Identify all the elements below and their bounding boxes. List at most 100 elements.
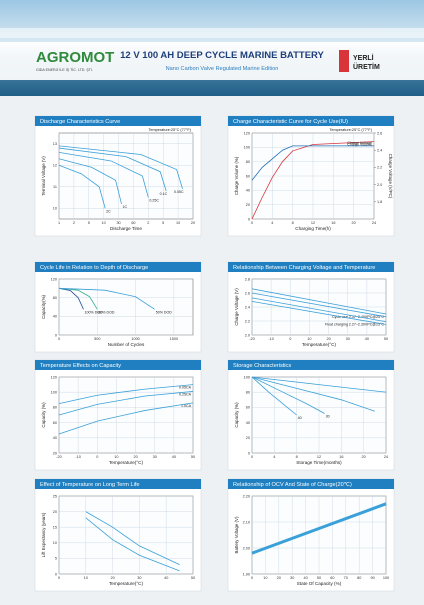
series-line xyxy=(251,292,387,318)
x-axis-label: Temperature(°C) xyxy=(302,342,336,347)
series-label: 0.05C xyxy=(174,190,184,194)
x-tick-label: 10 xyxy=(176,221,180,225)
series-label: 1.0CA xyxy=(181,404,192,408)
badge-bottom: ÜRETİM xyxy=(353,62,380,71)
y-tick-label: 100 xyxy=(51,391,57,395)
x-tick-label: 10 xyxy=(102,221,106,225)
series-label: 80% DOD xyxy=(98,310,115,314)
y-tick-label: 60 xyxy=(246,174,250,178)
x-tick-label: 40 xyxy=(365,337,369,341)
x-tick-label: 20 xyxy=(133,455,137,459)
panel-title: Relationship Between Charging Voltage an… xyxy=(233,265,375,271)
x-tick-label: 30 xyxy=(116,221,120,225)
series-line xyxy=(58,145,183,190)
y-tick-label: 40 xyxy=(246,421,250,425)
x-tick-label: 40 xyxy=(303,576,307,580)
series-line xyxy=(251,288,387,315)
y-tick-label: 15 xyxy=(53,526,57,530)
y-tick-label: 120 xyxy=(51,277,57,281)
x-tick-label: 0 xyxy=(251,221,253,225)
y-axis-label: Capacity (%) xyxy=(234,402,239,428)
plot-area xyxy=(58,495,194,575)
y-tick-label: 11 xyxy=(53,185,57,189)
x-tick-label: -10 xyxy=(268,337,274,341)
panel-title-bar xyxy=(228,479,394,489)
series-line xyxy=(251,376,375,412)
x-tick-label: 90 xyxy=(370,576,374,580)
x-tick-label: 1 xyxy=(58,221,60,225)
x-axis-label: Number of Cycles xyxy=(108,342,145,347)
series-label: Float charging 2.27~2.30VPC@25°C xyxy=(325,323,384,327)
series-line xyxy=(58,391,194,416)
series-line xyxy=(58,287,98,310)
y-tick-label: 40 xyxy=(53,436,57,440)
badge-top: YERLİ xyxy=(353,54,374,62)
series-label: Charge Voltage xyxy=(347,141,372,145)
series-line xyxy=(85,511,180,566)
y-tick-label: 2.10 xyxy=(243,520,250,524)
y-tick-label: 20 xyxy=(53,510,57,514)
x-tick-label: 0 xyxy=(251,576,253,580)
x-tick-label: 4 xyxy=(271,221,273,225)
y-tick-label: 60 xyxy=(246,406,250,410)
y-axis-label: Lift Expectancy (years) xyxy=(41,512,46,557)
x-tick-label: 10 xyxy=(84,576,88,580)
x-tick-label: 10 xyxy=(307,337,311,341)
x-tick-label: 80 xyxy=(357,576,361,580)
header-band xyxy=(0,42,424,80)
x-tick-label: 2 xyxy=(147,221,149,225)
x-tick-label: 60 xyxy=(131,221,135,225)
x-tick-label: 50 xyxy=(317,576,321,580)
x-axis-label: Charging Time(h) xyxy=(295,226,331,231)
series-line xyxy=(251,297,387,323)
y-tick-label: 100 xyxy=(244,375,250,379)
x-tick-label: 30 xyxy=(290,576,294,580)
x-tick-label: 5 xyxy=(88,221,90,225)
x-tick-label: 20 xyxy=(352,221,356,225)
x-tick-label: 100 xyxy=(383,576,389,580)
boats xyxy=(0,28,424,38)
panel-title: Effect of Temperature on Long Term Life xyxy=(40,482,140,488)
panel-title: Discharge Characteristics Curve xyxy=(40,119,120,125)
x-tick-label: 50 xyxy=(191,576,195,580)
x-tick-label: -10 xyxy=(75,455,81,459)
x-tick-label: 70 xyxy=(344,576,348,580)
y-axis-label: Capacity(%) xyxy=(41,295,46,319)
y-tick-label: 1.90 xyxy=(243,572,250,576)
x-tick-label: 30 xyxy=(346,337,350,341)
series-line xyxy=(58,151,149,198)
y-axis-label: Charge Voltage (V) xyxy=(234,288,239,326)
y2-tick-label: 2.4 xyxy=(377,149,382,153)
y-tick-label: 20 xyxy=(246,436,250,440)
series-label: 100% DOD xyxy=(85,310,104,314)
x-tick-label: 24 xyxy=(384,455,388,459)
x-tick-label: 40 xyxy=(172,455,176,459)
y-tick-label: 2.20 xyxy=(243,494,250,498)
series-label: 1C xyxy=(123,205,128,209)
x-axis-label: Storage Time(months) xyxy=(296,460,342,465)
x-tick-label: 40 xyxy=(164,576,168,580)
x-tick-label: 50 xyxy=(191,455,195,459)
x-tick-label: 30 xyxy=(153,455,157,459)
product-subtitle: Nano Carbon Valve Regulated Marine Editi… xyxy=(166,66,279,72)
y-tick-label: 13 xyxy=(53,142,57,146)
y-tick-label: 10 xyxy=(53,541,57,545)
y-tick-label: 20 xyxy=(246,203,250,207)
y-axis-label: Battery Voltage (V) xyxy=(234,516,239,553)
x-tick-label: 8 xyxy=(292,221,294,225)
x-axis-label: Temperature(°C) xyxy=(109,581,143,586)
series-line xyxy=(58,287,84,310)
x-tick-label: 0 xyxy=(58,337,60,341)
series-label: 40 xyxy=(298,416,302,420)
y-tick-label: 2.0 xyxy=(245,333,250,337)
y-tick-label: 2.4 xyxy=(245,305,250,309)
series-line xyxy=(85,517,180,572)
series-label: 2C xyxy=(106,209,111,213)
y-tick-label: 0 xyxy=(248,451,250,455)
x-tick-label: 8 xyxy=(296,455,298,459)
y-tick-label: 25 xyxy=(53,494,57,498)
y-tick-label: 80 xyxy=(53,406,57,410)
series-label: 50% DOD xyxy=(156,310,173,314)
x-tick-label: 12 xyxy=(311,221,315,225)
